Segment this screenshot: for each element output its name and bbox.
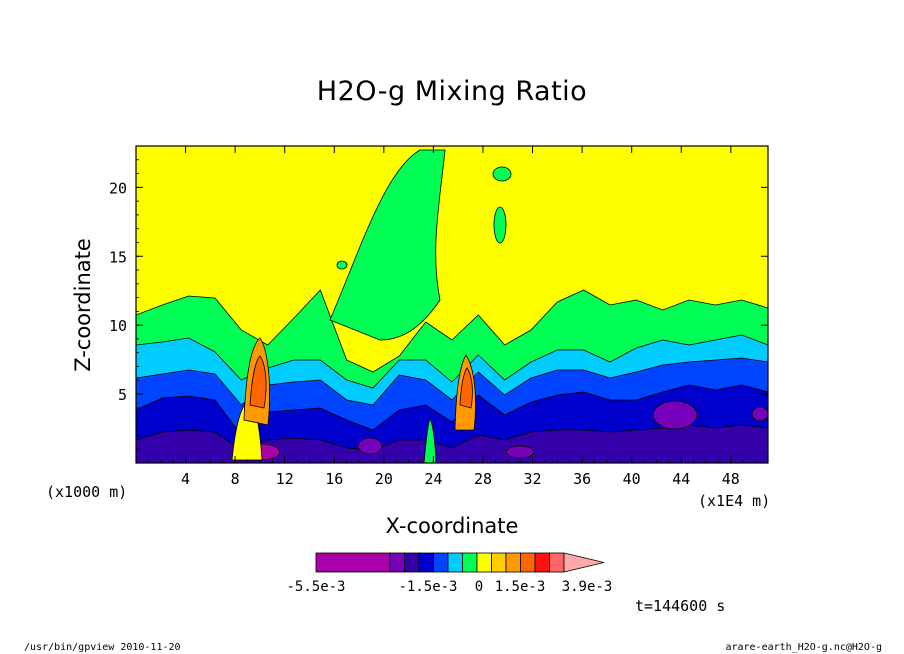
colorbar-segment <box>534 552 550 573</box>
chart-title: H2O-g Mixing Ratio <box>316 76 588 107</box>
x-tick-label: 8 <box>231 470 240 488</box>
colorbar-segment <box>418 552 434 573</box>
colorbar-label: 0 <box>475 579 483 595</box>
colorbar: -5.5e-3 -1.5e-3 0 1.5e-3 3.9e-3 <box>286 552 613 595</box>
x-tick-label: 40 <box>623 470 641 488</box>
colorbar-segment <box>491 552 507 573</box>
red-core-right <box>459 367 473 409</box>
colorbar-segment <box>505 552 521 573</box>
y-tick-label: 15 <box>109 248 127 266</box>
colorbar-arrow <box>563 552 605 573</box>
green-plume <box>329 149 446 341</box>
x-tick-label: 32 <box>524 470 542 488</box>
colorbar-label: -5.5e-3 <box>286 579 345 595</box>
colorbar-segment <box>520 552 536 573</box>
x-tick-label: 12 <box>276 470 294 488</box>
x-tick-label: 44 <box>672 470 690 488</box>
y-axis-label: Z-coordinate <box>71 238 95 372</box>
green-blob-2 <box>493 206 507 244</box>
x-tick-label: 24 <box>424 470 442 488</box>
y-tick-label: 5 <box>118 386 127 404</box>
x-unit-right: (x1E4 m) <box>698 492 771 510</box>
colorbar-segment <box>433 552 449 573</box>
x-unit-left: (x1000 m) <box>46 483 128 501</box>
colorbar-label: 3.9e-3 <box>562 579 613 595</box>
purple-blob-4 <box>505 445 535 459</box>
green-blob-1 <box>492 166 512 182</box>
colorbar-segment <box>389 552 405 573</box>
x-tick-label: 4 <box>181 470 190 488</box>
colorbar-label: 1.5e-3 <box>495 579 546 595</box>
x-tick-label: 20 <box>375 470 393 488</box>
x-tick-label: 28 <box>474 470 492 488</box>
contour-field <box>136 146 768 463</box>
y-tick-label: 10 <box>109 317 127 335</box>
colorbar-segment <box>315 552 391 573</box>
footer-left: /usr/bin/gpview 2010-11-20 <box>24 642 181 653</box>
colorbar-segment <box>476 552 492 573</box>
x-axis-label: X-coordinate <box>385 514 519 538</box>
colorbar-segment <box>447 552 463 573</box>
red-core-left <box>249 355 267 409</box>
colorbar-segment <box>462 552 478 573</box>
time-label: t=144600 s <box>635 597 726 615</box>
green-blob-3 <box>336 260 348 270</box>
x-tick-label: 48 <box>722 470 740 488</box>
purple-blob-2 <box>357 437 383 455</box>
x-tick-label: 16 <box>325 470 343 488</box>
colorbar-segment <box>549 552 565 573</box>
colorbar-label: -1.5e-3 <box>398 579 457 595</box>
x-tick-label: 36 <box>573 470 591 488</box>
footer-right: arare-earth_H2O-g.nc@H2O-g <box>725 642 882 653</box>
plot-frame <box>135 145 769 464</box>
colorbar-segment <box>404 552 420 573</box>
purple-blob-1 <box>652 400 698 430</box>
purple-blob-5 <box>751 406 768 422</box>
band-indigo <box>136 424 768 463</box>
y-tick-label: 20 <box>109 179 127 197</box>
green-core-mid <box>423 416 437 463</box>
